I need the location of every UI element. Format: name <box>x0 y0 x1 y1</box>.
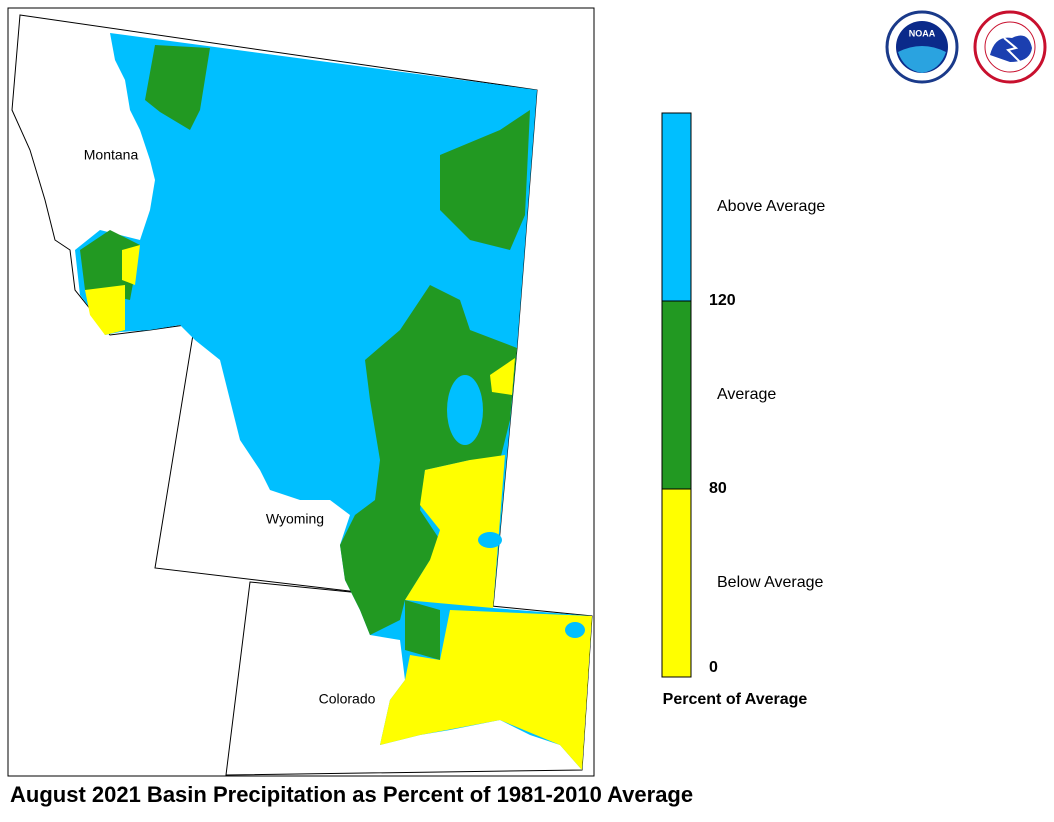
legend-swatch <box>661 300 692 490</box>
legend-title: Percent of Average <box>663 691 808 708</box>
map-title: August 2021 Basin Precipitation as Perce… <box>10 782 693 807</box>
average-area <box>80 45 530 660</box>
legend-class-label: Below Average <box>717 574 824 591</box>
legend-class-label: Average <box>717 386 776 403</box>
logos: NOAA <box>885 10 1047 84</box>
legend-tick-label: 120 <box>709 292 736 309</box>
basin-fill <box>75 33 592 770</box>
state-label: Colorado <box>319 691 376 707</box>
legend: Above Average Average Below Average 120 80 0 <box>661 112 825 678</box>
legend-tick-label: 0 <box>709 659 718 676</box>
legend-swatch <box>661 112 692 302</box>
above-average-area <box>565 622 585 638</box>
state-label: Montana <box>84 147 139 163</box>
legend-class-label: Above Average <box>717 198 825 215</box>
below-average-area <box>85 245 592 770</box>
state-label: Wyoming <box>266 511 324 527</box>
noaa-logo-text: NOAA <box>909 28 936 38</box>
legend-swatch <box>661 488 692 678</box>
legend-tick-label: 80 <box>709 480 727 497</box>
above-average-area <box>447 375 483 445</box>
noaa-logo-wave <box>898 46 946 73</box>
nws-logo-bolt <box>1003 37 1021 63</box>
above-average-area <box>478 532 502 548</box>
